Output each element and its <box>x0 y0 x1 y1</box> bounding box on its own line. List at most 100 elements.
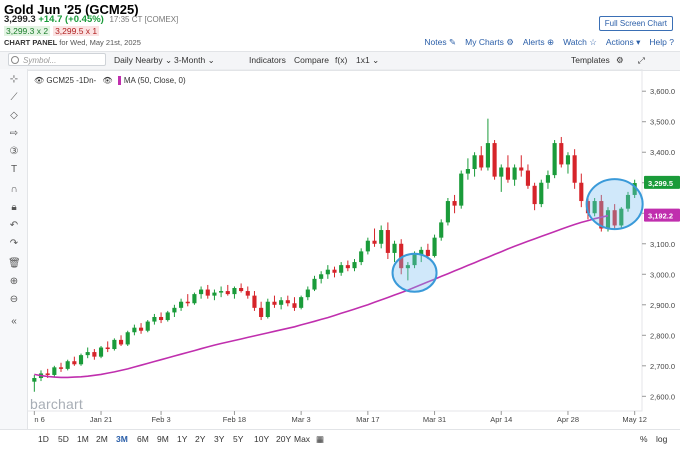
text-icon[interactable]: T <box>10 164 18 175</box>
candle-body <box>152 316 157 322</box>
candle-body <box>472 155 477 170</box>
zoom-out-icon[interactable]: ⊖ <box>9 294 19 305</box>
price-chart[interactable]: 2,600.0 2,700.0 2,800.0 2,900.0 3,000.0 3,100… <box>27 69 680 429</box>
interval-label: Daily Nearby <box>114 55 163 65</box>
log-toggle[interactable]: log <box>656 434 668 444</box>
indicators-button[interactable]: Indicators <box>249 55 286 65</box>
percent-toggle[interactable]: % <box>640 434 648 444</box>
eye-icon[interactable]: 👁︎ <box>34 76 45 85</box>
period-dropdown[interactable]: 3-Month ⌄ <box>174 55 215 66</box>
compare-button[interactable]: Compare <box>294 55 329 65</box>
range-1m[interactable]: 1M <box>77 434 89 444</box>
candle-body <box>78 355 84 365</box>
caret-down-icon: ▾ <box>636 37 641 47</box>
arrow-icon[interactable]: ⇨ <box>9 128 19 139</box>
settings-icon[interactable]: ⚙ <box>616 55 624 65</box>
interval-dropdown[interactable]: Daily Nearby ⌄ <box>114 55 172 66</box>
fx-button[interactable]: f(x) <box>335 55 348 65</box>
candle-body <box>392 243 397 253</box>
candle-body <box>92 352 97 357</box>
candle-body <box>312 278 317 290</box>
barchart-watermark: barchart <box>30 396 83 412</box>
candle-body <box>272 301 277 305</box>
candle-body <box>118 339 124 345</box>
highlight-circle <box>585 178 644 231</box>
chevron-down-icon: ⌄ <box>165 55 173 65</box>
quote-time: 17:35 CT [COMEX] <box>109 15 179 24</box>
my-charts-link[interactable]: My Charts ⚙ <box>465 37 514 48</box>
candle-body <box>499 167 504 177</box>
eye-icon[interactable]: 👁︎ <box>102 76 113 85</box>
magnet-icon[interactable]: ∩ <box>10 184 18 195</box>
candle-body <box>419 249 424 255</box>
last-price-tag <box>644 175 680 189</box>
range-2y[interactable]: 2Y <box>195 434 206 444</box>
undo-icon[interactable]: ↶ <box>9 220 19 231</box>
range-20y[interactable]: 20Y <box>276 434 292 444</box>
watch-link[interactable]: Watch ☆ <box>563 37 597 48</box>
layout-dropdown[interactable]: 1x1 ⌄ <box>356 55 379 66</box>
range-2m[interactable]: 2M <box>96 434 108 444</box>
highlight-circle <box>391 252 438 293</box>
pencil-icon: ✎ <box>449 37 457 47</box>
actions-menu[interactable]: Actions ▾ <box>606 37 641 48</box>
candle-body <box>599 201 604 229</box>
candle-body <box>319 274 324 279</box>
candle-body <box>199 289 204 295</box>
candle-body <box>225 291 230 295</box>
range-5d[interactable]: 5D <box>58 434 69 444</box>
candle-body <box>339 265 344 273</box>
search-icon <box>11 56 19 64</box>
range-max[interactable]: Max <box>294 434 311 444</box>
zoom-in-icon[interactable]: ⊕ <box>9 276 19 287</box>
candle-body <box>552 143 557 176</box>
range-3y[interactable]: 3Y <box>214 434 225 444</box>
shapes-icon[interactable]: ◇ <box>10 110 18 121</box>
expand-icon[interactable]: ⤢ <box>638 55 645 65</box>
range-1d[interactable]: 1D <box>38 434 49 444</box>
range-6m[interactable]: 6M <box>137 434 149 444</box>
redo-icon[interactable]: ↷ <box>9 238 19 249</box>
candle-body <box>445 201 450 223</box>
candle-body <box>32 378 37 382</box>
candle-body <box>172 307 177 313</box>
trendline-icon[interactable]: ⟋ <box>10 92 18 103</box>
calendar-icon[interactable]: ▦ <box>316 434 325 444</box>
number-marker-icon[interactable]: ③ <box>9 146 19 157</box>
legend-ma: MA (50, Close, 0) <box>123 76 186 85</box>
candle-body <box>385 230 390 253</box>
layout-label: 1x1 <box>356 55 370 65</box>
range-5y[interactable]: 5Y <box>233 434 244 444</box>
y-tick-label: 2,800.0 <box>650 331 675 340</box>
candle-body <box>98 347 104 357</box>
star-icon: ☆ <box>589 37 597 47</box>
x-tick-label: May 12 <box>622 415 647 424</box>
candle-body <box>459 173 464 206</box>
candle-body <box>619 208 624 226</box>
candle-body <box>232 288 237 295</box>
candle-body <box>439 222 444 238</box>
candle-body <box>259 307 264 317</box>
notes-link[interactable]: Notes ✎ <box>424 37 456 48</box>
symbol-search-input[interactable]: Symbol... <box>8 53 106 66</box>
range-9m[interactable]: 9M <box>157 434 169 444</box>
x-tick-label: Apr 14 <box>490 415 512 424</box>
collapse-sidebar-icon[interactable]: « <box>11 316 17 327</box>
candle-body <box>125 332 130 345</box>
help-link[interactable]: Help ? <box>649 37 674 48</box>
x-tick-label: Mar 31 <box>423 415 446 424</box>
trash-icon[interactable]: 🗑︎ <box>8 258 21 269</box>
crosshair-icon[interactable]: ⊹ <box>9 74 19 85</box>
alerts-link[interactable]: Alerts ⊕ <box>523 37 554 48</box>
last-price: 3,299.3 <box>4 14 36 25</box>
templates-button[interactable]: Templates <box>571 55 610 65</box>
x-tick-label: Mar 17 <box>356 415 379 424</box>
range-10y[interactable]: 10Y <box>254 434 270 444</box>
full-screen-chart-button[interactable]: Full Screen Chart <box>598 16 673 31</box>
y-tick-label: 3,000.0 <box>650 270 675 279</box>
notes-label: Notes <box>424 37 447 47</box>
range-3m[interactable]: 3M <box>116 434 128 444</box>
lock-icon[interactable]: 🔒︎ <box>11 202 17 213</box>
range-1y[interactable]: 1Y <box>177 434 188 444</box>
candle-body <box>85 352 90 356</box>
